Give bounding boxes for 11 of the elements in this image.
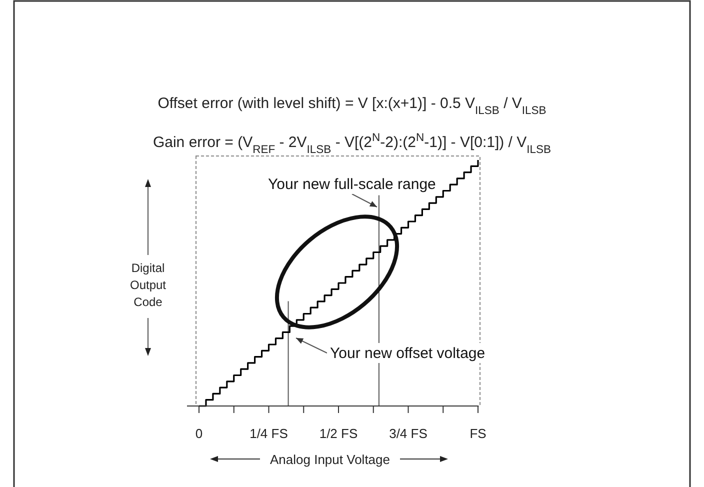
y-axis-title: Digital Output Code [130, 261, 167, 309]
x-tick-label: 0 [195, 426, 203, 441]
annotation: Your new offset voltage [330, 345, 486, 362]
text: Gain error = (V$_{REF}$ - 2V$_{ILSB}$ - V[(2$^{N}$-2):(2$^{N}$-1)] - V[0:1]) / V$_{ILSB}$ [152, 132, 552, 156]
x-axis-title: Analog Input Voltage [270, 452, 390, 467]
x-tick-label: 3/4 FS [389, 426, 428, 441]
x-tick-label: FS [470, 426, 487, 441]
x-tick-label: 1/2 FS [319, 426, 358, 441]
x-tick-label: 1/4 FS [250, 426, 288, 441]
annotation: Your new full-scale range [268, 176, 436, 193]
text: Offset error (with level shift) = V [x:(x+1)] - 0.5 V$_{ILSB}$ / V$_{ILSB}$ [158, 95, 546, 117]
